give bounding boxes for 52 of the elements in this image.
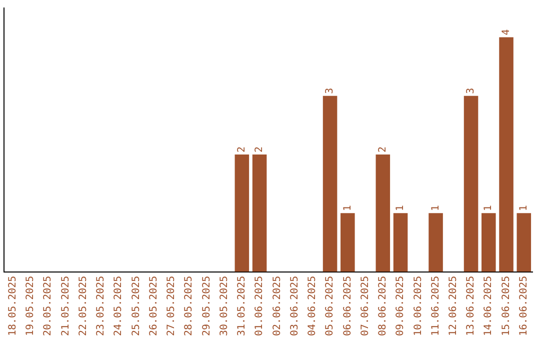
bar [464, 96, 478, 272]
data-label: 1 [395, 205, 406, 212]
x-tick-label: 19.05.2025 [25, 276, 36, 336]
bar [482, 213, 496, 272]
x-tick-label: 12.06.2025 [448, 276, 459, 336]
x-tick-label: 28.05.2025 [184, 276, 195, 336]
x-tick-label: 02.06.2025 [272, 276, 283, 336]
data-label: 1 [518, 205, 530, 212]
data-label: 1 [342, 205, 354, 212]
x-tick-label: 09.06.2025 [395, 276, 406, 336]
x-tick-label: 20.05.2025 [42, 276, 54, 336]
x-tick-label: 26.05.2025 [148, 276, 160, 336]
x-tick-label: 23.05.2025 [96, 276, 107, 336]
bar [393, 213, 408, 272]
data-label: 2 [378, 146, 389, 153]
x-tick-label: 03.06.2025 [289, 276, 300, 336]
x-tick-label: 04.06.2025 [307, 276, 318, 336]
data-label: 3 [324, 88, 336, 94]
x-tick-label: 01.06.2025 [254, 276, 266, 336]
x-tick-label: 30.05.2025 [218, 276, 230, 336]
x-tick-label: 22.05.2025 [78, 276, 89, 336]
bar [516, 213, 532, 272]
x-tick-label: 31.05.2025 [236, 276, 248, 336]
x-tick-label: 07.06.2025 [360, 276, 371, 336]
x-tick-label: 05.06.2025 [324, 276, 336, 336]
x-tick-label: 21.05.2025 [60, 276, 72, 336]
bar [376, 154, 390, 272]
x-tick-label: 16.06.2025 [518, 276, 530, 336]
bar [428, 213, 443, 272]
data-label: 1 [430, 205, 442, 212]
x-tick-label: 27.05.2025 [166, 276, 178, 336]
x-tick-label: 11.06.2025 [430, 276, 442, 336]
x-tick-label: 25.05.2025 [130, 276, 142, 336]
bar [322, 96, 338, 272]
x-tick-label: 18.05.2025 [7, 276, 18, 336]
data-label: 1 [483, 205, 494, 212]
x-tick-label: 15.06.2025 [500, 276, 512, 336]
x-tick-label: 24.05.2025 [113, 276, 124, 336]
data-label: 4 [500, 29, 512, 36]
x-tick-label: 13.06.2025 [466, 276, 477, 336]
bar [252, 154, 267, 272]
x-tick-label: 14.06.2025 [483, 276, 494, 336]
bar [234, 154, 250, 272]
x-tick-label: 29.05.2025 [201, 276, 212, 336]
x-tick-label: 10.06.2025 [412, 276, 424, 336]
data-label: 2 [254, 146, 266, 153]
data-label: 2 [236, 146, 248, 153]
data-label: 3 [466, 88, 477, 94]
x-tick-label: 06.06.2025 [342, 276, 354, 336]
x-tick-label: 08.06.2025 [378, 276, 389, 336]
bar [340, 213, 355, 272]
bar [499, 37, 514, 272]
